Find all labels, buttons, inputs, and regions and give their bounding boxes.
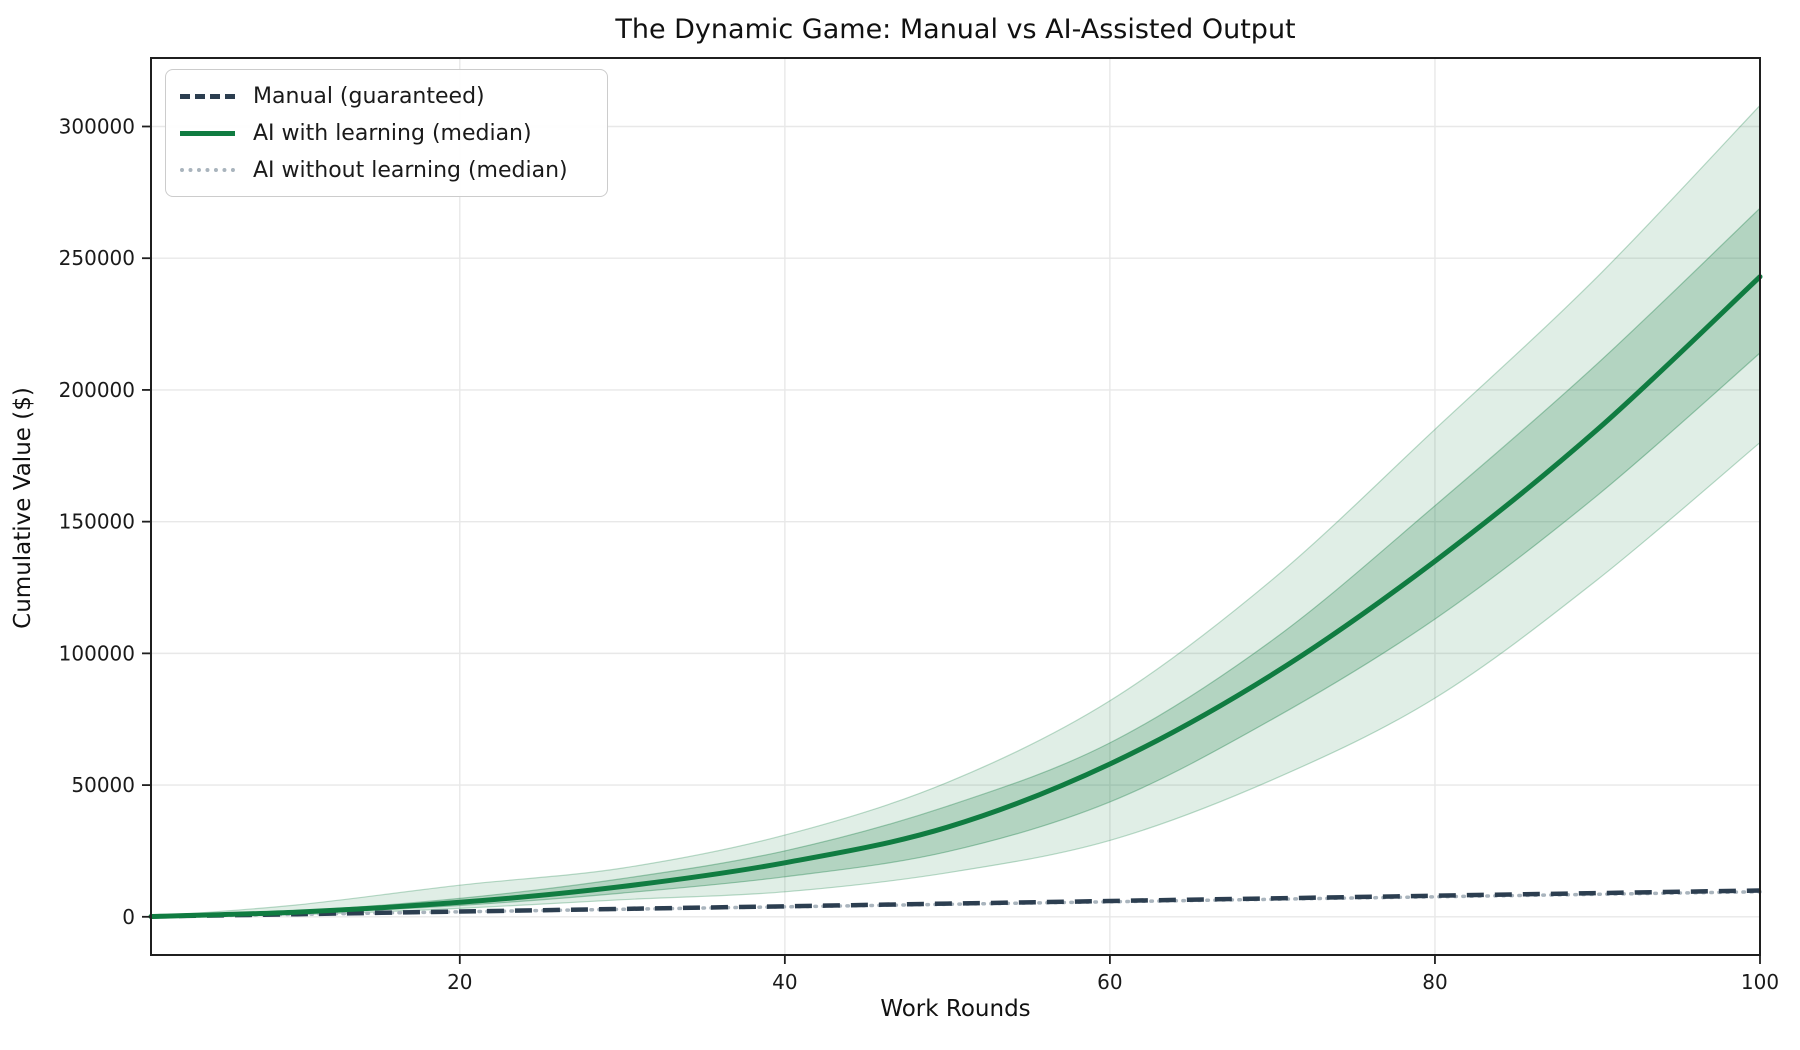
x-tick-label: 20 [447,970,472,994]
legend-item-ai-learning: AI with learning (median) [180,119,591,147]
legend: Manual (guaranteed) AI with learning (me… [165,69,608,197]
dashed-line-swatch [180,93,235,99]
legend-label-manual: Manual (guaranteed) [253,83,485,109]
dotted-line-swatch [180,168,235,172]
x-tick-label: 80 [1422,970,1447,994]
legend-label-ai-learning: AI with learning (median) [253,120,532,146]
chart-title: The Dynamic Game: Manual vs AI-Assisted … [615,14,1296,45]
y-tick-label: 200000 [59,378,135,402]
manual-line [150,888,1761,919]
x-tick-label: 40 [772,970,797,994]
x-tick-label: 60 [1097,970,1122,994]
legend-item-manual: Manual (guaranteed) [180,82,591,110]
y-tick-label: 150000 [59,510,135,534]
legend-item-ai-no-learning: AI without learning (median) [180,156,591,184]
y-tick-label: 250000 [59,246,135,270]
legend-label-ai-no-learning: AI without learning (median) [253,157,568,183]
x-tick-label: 100 [1741,970,1779,994]
y-axis-label: Cumulative Value ($) [10,387,36,629]
x-axis-label: Work Rounds [880,996,1031,1022]
y-tick-label: 100000 [59,641,135,665]
ai-with-learning-line [148,274,1763,919]
y-tick-label: 50000 [71,773,135,797]
y-tick-label: 300000 [59,114,135,138]
p5-p95-band [150,103,1761,918]
y-tick-label: 0 [122,905,135,929]
solid-line-swatch [180,130,235,136]
axes-spines [150,57,1761,956]
